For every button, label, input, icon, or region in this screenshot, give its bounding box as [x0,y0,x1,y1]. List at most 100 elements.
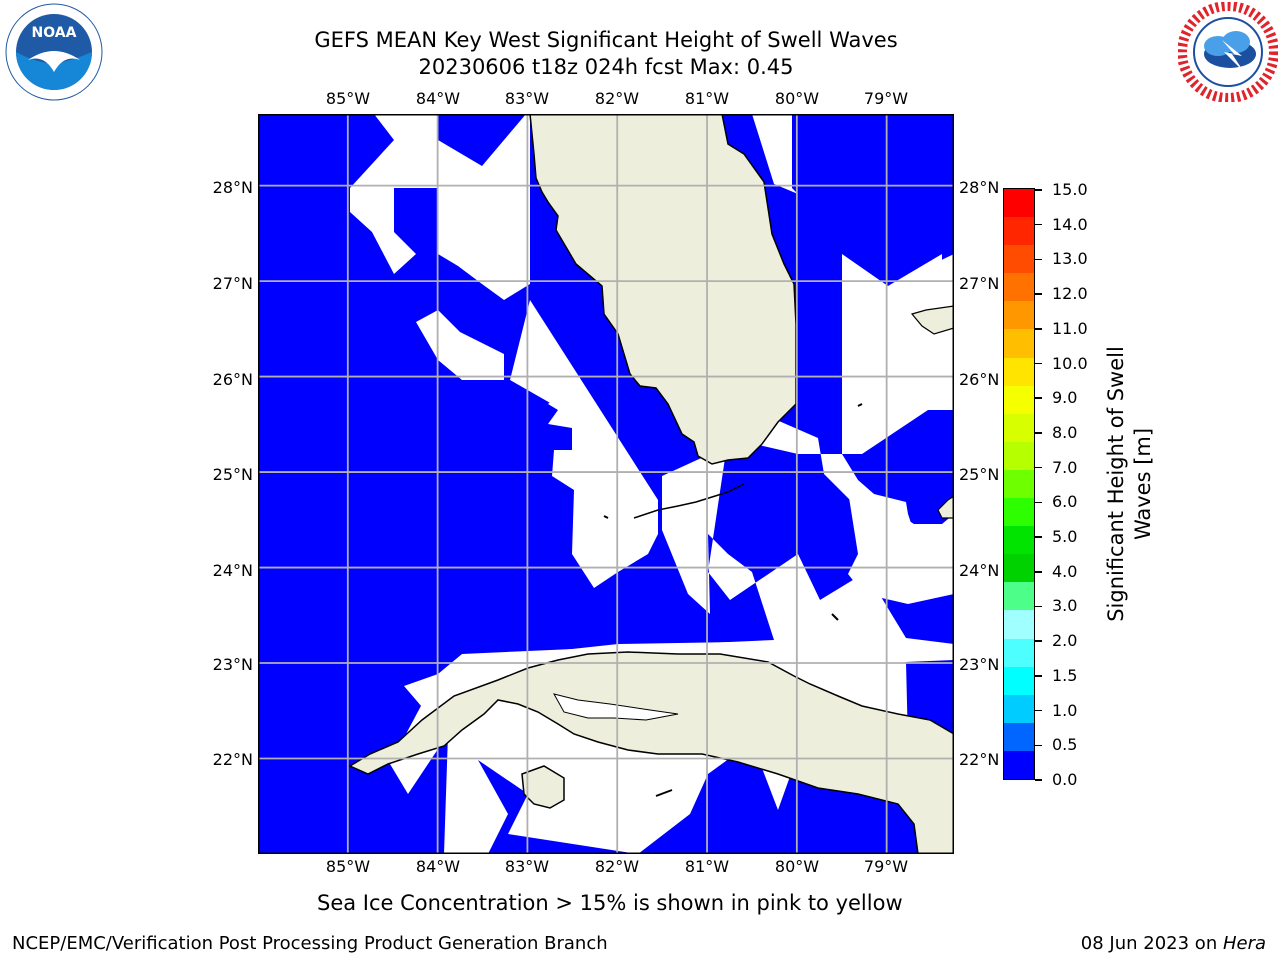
colorbar-tick-mark [1035,258,1042,261]
lat-label-right-22n: 22°N [959,750,1000,769]
map-svg [258,113,958,855]
lat-label-left-25n: 25°N [212,465,253,484]
florida-keys [633,483,745,519]
lat-label-right-23n: 23°N [959,655,1000,674]
dry-tortugas [603,515,609,519]
colorbar-tick-label: 0.0 [1052,770,1078,789]
lat-label-left-22n: 22°N [212,750,253,769]
colorbar-tick-label: 2.0 [1052,631,1078,651]
map-panel [258,113,958,855]
lon-label-top-82w: 82°W [594,89,640,108]
colorbar-band [1004,554,1034,583]
colorbar-band [1004,441,1034,470]
colorbar-band [1004,666,1034,695]
colorbar-label-line1: Significant Height of Swell [1104,346,1128,622]
colorbar-tick-label: 5.0 [1052,527,1078,547]
colorbar-tick-label: 9.0 [1052,388,1078,408]
colorbar-tick-mark [1035,709,1042,712]
footer-left: NCEP/EMC/Verification Post Processing Pr… [12,933,608,954]
lon-label-top-85w: 85°W [325,89,371,108]
colorbar-band [1004,638,1034,667]
lon-label-bottom-84w: 84°W [415,857,461,876]
colorbar-tick-mark [1035,675,1042,677]
gridlines [258,114,954,854]
colorbar-band [1004,245,1034,274]
colorbar-band [1004,610,1034,639]
colorbar-band [1004,582,1034,611]
colorbar-tick-label: 13.0 [1052,249,1088,269]
colorbar-band [1004,498,1034,527]
plot-title-line1: GEFS MEAN Key West Significant Height of… [314,28,898,52]
colorbar-band [1004,526,1034,555]
plot-title-line2: 20230606 t18z 024h fcst Max: 0.45 [418,55,794,79]
colorbar-tick-label: 7.0 [1052,457,1078,477]
colorbar-band [1004,750,1034,779]
lon-label-bottom-79w: 79°W [863,857,909,876]
cuba-inner-bay [553,693,679,721]
colorbar-tick-mark [1035,466,1042,469]
colorbar-tick-label: 12.0 [1052,284,1088,304]
noaa-logo: NOAA [4,2,104,102]
colorbar-tick-label: 4.0 [1052,561,1078,581]
colorbar-tick-mark [1035,362,1042,365]
islet-1 [857,403,863,407]
colorbar [1003,188,1035,780]
colorbar-band [1004,385,1034,414]
colorbar-tick-label: 1.0 [1052,700,1078,720]
sea-ice-note: Sea Ice Concentration > 15% is shown in … [317,891,903,915]
lat-label-left-28n: 28°N [212,178,253,197]
colorbar-bands [1004,189,1034,779]
colorbar-band [1004,722,1034,751]
noaa-logo-text: NOAA [32,25,77,41]
islet-3 [655,789,673,797]
lon-label-top-80w: 80°W [774,89,820,108]
colorbar-tick-label: 10.0 [1052,353,1088,373]
lat-label-right-27n: 27°N [959,274,1000,293]
lon-label-bottom-85w: 85°W [325,857,371,876]
lat-label-left-26n: 26°N [212,370,253,389]
colorbar-tick-mark [1035,293,1042,295]
colorbar-tick-mark [1035,779,1042,781]
lat-label-right-28n: 28°N [959,178,1000,197]
footer-right: 08 Jun 2023 on Hera [1081,933,1266,954]
no-data-bahamas [844,466,954,604]
colorbar-band [1004,357,1034,386]
lat-label-left-24n: 24°N [212,561,253,580]
colorbar-tick-mark [1035,640,1042,642]
colorbar-band [1004,329,1034,358]
colorbar-tick-mark [1035,744,1042,747]
colorbar-tick-label: 1.5 [1052,665,1078,685]
lat-label-right-26n: 26°N [959,370,1000,389]
lon-label-top-83w: 83°W [504,89,550,108]
colorbar-band [1004,189,1034,218]
lon-label-bottom-80w: 80°W [774,857,820,876]
lat-label-right-24n: 24°N [959,561,1000,580]
map-frame [258,114,954,854]
colorbar-tick-mark [1035,328,1042,330]
colorbar-tick-label: 8.0 [1052,422,1078,442]
colorbar-tick-label: 3.0 [1052,596,1078,616]
lon-label-top-79w: 79°W [863,89,909,108]
cuba-land [348,651,955,855]
colorbar-band [1004,273,1034,302]
colorbar-tick-mark [1035,223,1042,226]
colorbar-tick-mark [1035,432,1042,434]
colorbar-tick-label: 11.0 [1052,318,1088,338]
colorbar-label-line2: Waves [m] [1131,427,1155,541]
footer-date: 08 Jun 2023 on [1080,933,1223,954]
lon-label-bottom-83w: 83°W [504,857,550,876]
colorbar-band [1004,413,1034,442]
colorbar-band [1004,694,1034,723]
colorbar-tick-label: 15.0 [1052,180,1088,199]
colorbar-band [1004,469,1034,499]
colorbar-tick-label: 0.5 [1052,735,1078,755]
colorbar-tick-label: 14.0 [1052,214,1088,234]
colorbar-band [1004,301,1034,330]
nws-logo [1177,1,1279,103]
footer-machine: Hera [1222,933,1266,954]
no-data-grand-bahama [912,254,954,324]
isla-juventud-land [521,765,565,809]
lat-label-left-27n: 27°N [212,274,253,293]
colorbar-tick-mark [1035,536,1042,538]
colorbar-tick-mark [1035,571,1042,573]
